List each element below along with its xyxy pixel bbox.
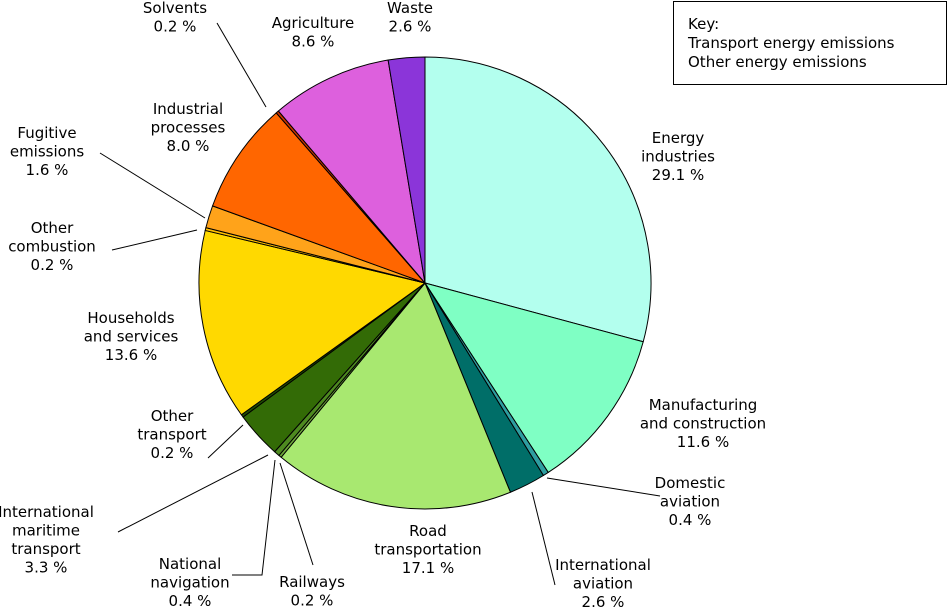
leader-line-6	[232, 459, 276, 576]
pie-slice-15	[387, 56, 426, 284]
key-item-other: Other energy emissions	[688, 53, 867, 71]
slice-label-15: Waste 2.6 %	[387, 0, 433, 36]
slice-label-12: Industrial processes 8.0 %	[151, 100, 226, 155]
pie-slice-1	[424, 282, 644, 473]
leader-line-11	[99, 152, 206, 219]
slice-label-7: International maritime transport 3.3 %	[0, 503, 94, 577]
slice-label-14: Agriculture 8.6 %	[272, 14, 355, 51]
slice-label-3: International aviation 2.6 %	[555, 556, 651, 611]
leader-line-7	[117, 454, 269, 533]
slice-label-4: Road transportation 17.1 %	[374, 522, 481, 577]
pie-slice-14	[277, 59, 426, 284]
key-legend: Key: Transport energy emissions Other en…	[673, 1, 947, 85]
leader-line-3	[531, 491, 556, 586]
slice-label-10: Other combustion 0.2 %	[8, 219, 96, 274]
leader-lines	[99, 22, 661, 586]
slice-labels: Energy industries 29.1 % Manufacturing and c…	[0, 0, 766, 611]
pie-slice-0	[424, 56, 652, 343]
leader-line-13	[216, 22, 267, 108]
pie-slices	[198, 56, 652, 510]
key-title: Key:	[688, 15, 720, 33]
slice-label-11: Fugitive emissions 1.6 %	[10, 124, 84, 179]
slice-label-9: Households and services 13.6 %	[84, 309, 179, 364]
leader-line-8	[207, 424, 244, 459]
slice-label-8: Other transport 0.2 %	[137, 407, 206, 462]
slice-label-5: Railways 0.2 %	[279, 573, 345, 610]
leader-line-5	[279, 462, 314, 566]
pie-slice-9	[198, 229, 426, 416]
key-item-transport: Transport energy emissions	[688, 34, 895, 52]
leader-line-2	[546, 477, 661, 497]
leader-line-10	[111, 229, 198, 251]
slice-label-13: Solvents 0.2 %	[143, 0, 207, 36]
slice-label-1: Manufacturing and construction 11.6 %	[640, 396, 766, 451]
slice-label-0: Energy industries 29.1 %	[641, 129, 715, 184]
pie-slice-12	[212, 112, 426, 284]
slice-label-2: Domestic aviation 0.4 %	[655, 474, 726, 529]
pie-slice-4	[280, 282, 511, 510]
slice-label-6: National navigation 0.4 %	[150, 555, 229, 610]
